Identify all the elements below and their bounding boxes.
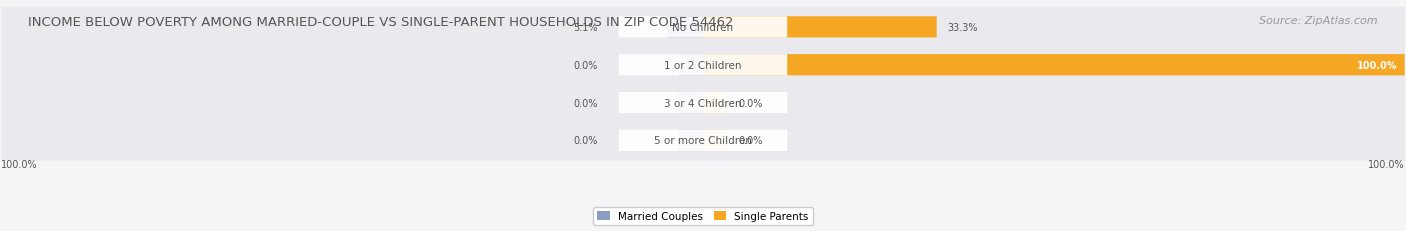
Text: 1 or 2 Children: 1 or 2 Children [664,61,742,70]
FancyBboxPatch shape [679,130,703,151]
FancyBboxPatch shape [1,121,1405,161]
Text: 33.3%: 33.3% [948,23,977,33]
Text: 100.0%: 100.0% [1,159,38,169]
FancyBboxPatch shape [619,93,787,114]
FancyBboxPatch shape [1,45,1405,85]
FancyBboxPatch shape [703,93,727,114]
FancyBboxPatch shape [679,55,703,76]
Text: 5.1%: 5.1% [574,23,598,33]
FancyBboxPatch shape [1,8,1405,48]
Text: INCOME BELOW POVERTY AMONG MARRIED-COUPLE VS SINGLE-PARENT HOUSEHOLDS IN ZIP COD: INCOME BELOW POVERTY AMONG MARRIED-COUPL… [28,16,734,29]
Text: 0.0%: 0.0% [574,136,598,146]
FancyBboxPatch shape [703,55,1405,76]
Text: Source: ZipAtlas.com: Source: ZipAtlas.com [1260,16,1378,26]
Text: 0.0%: 0.0% [574,98,598,108]
Text: 5 or more Children: 5 or more Children [654,136,752,146]
FancyBboxPatch shape [619,130,787,151]
Text: 3 or 4 Children: 3 or 4 Children [664,98,742,108]
Legend: Married Couples, Single Parents: Married Couples, Single Parents [593,207,813,225]
FancyBboxPatch shape [668,17,703,38]
Text: 100.0%: 100.0% [1368,159,1405,169]
Text: 0.0%: 0.0% [738,98,762,108]
Text: 0.0%: 0.0% [574,61,598,70]
FancyBboxPatch shape [619,17,787,38]
FancyBboxPatch shape [1,83,1405,123]
FancyBboxPatch shape [703,130,727,151]
Text: 0.0%: 0.0% [738,136,762,146]
Text: No Children: No Children [672,23,734,33]
FancyBboxPatch shape [619,55,787,76]
FancyBboxPatch shape [679,93,703,114]
FancyBboxPatch shape [703,17,936,38]
Text: 100.0%: 100.0% [1357,61,1398,70]
